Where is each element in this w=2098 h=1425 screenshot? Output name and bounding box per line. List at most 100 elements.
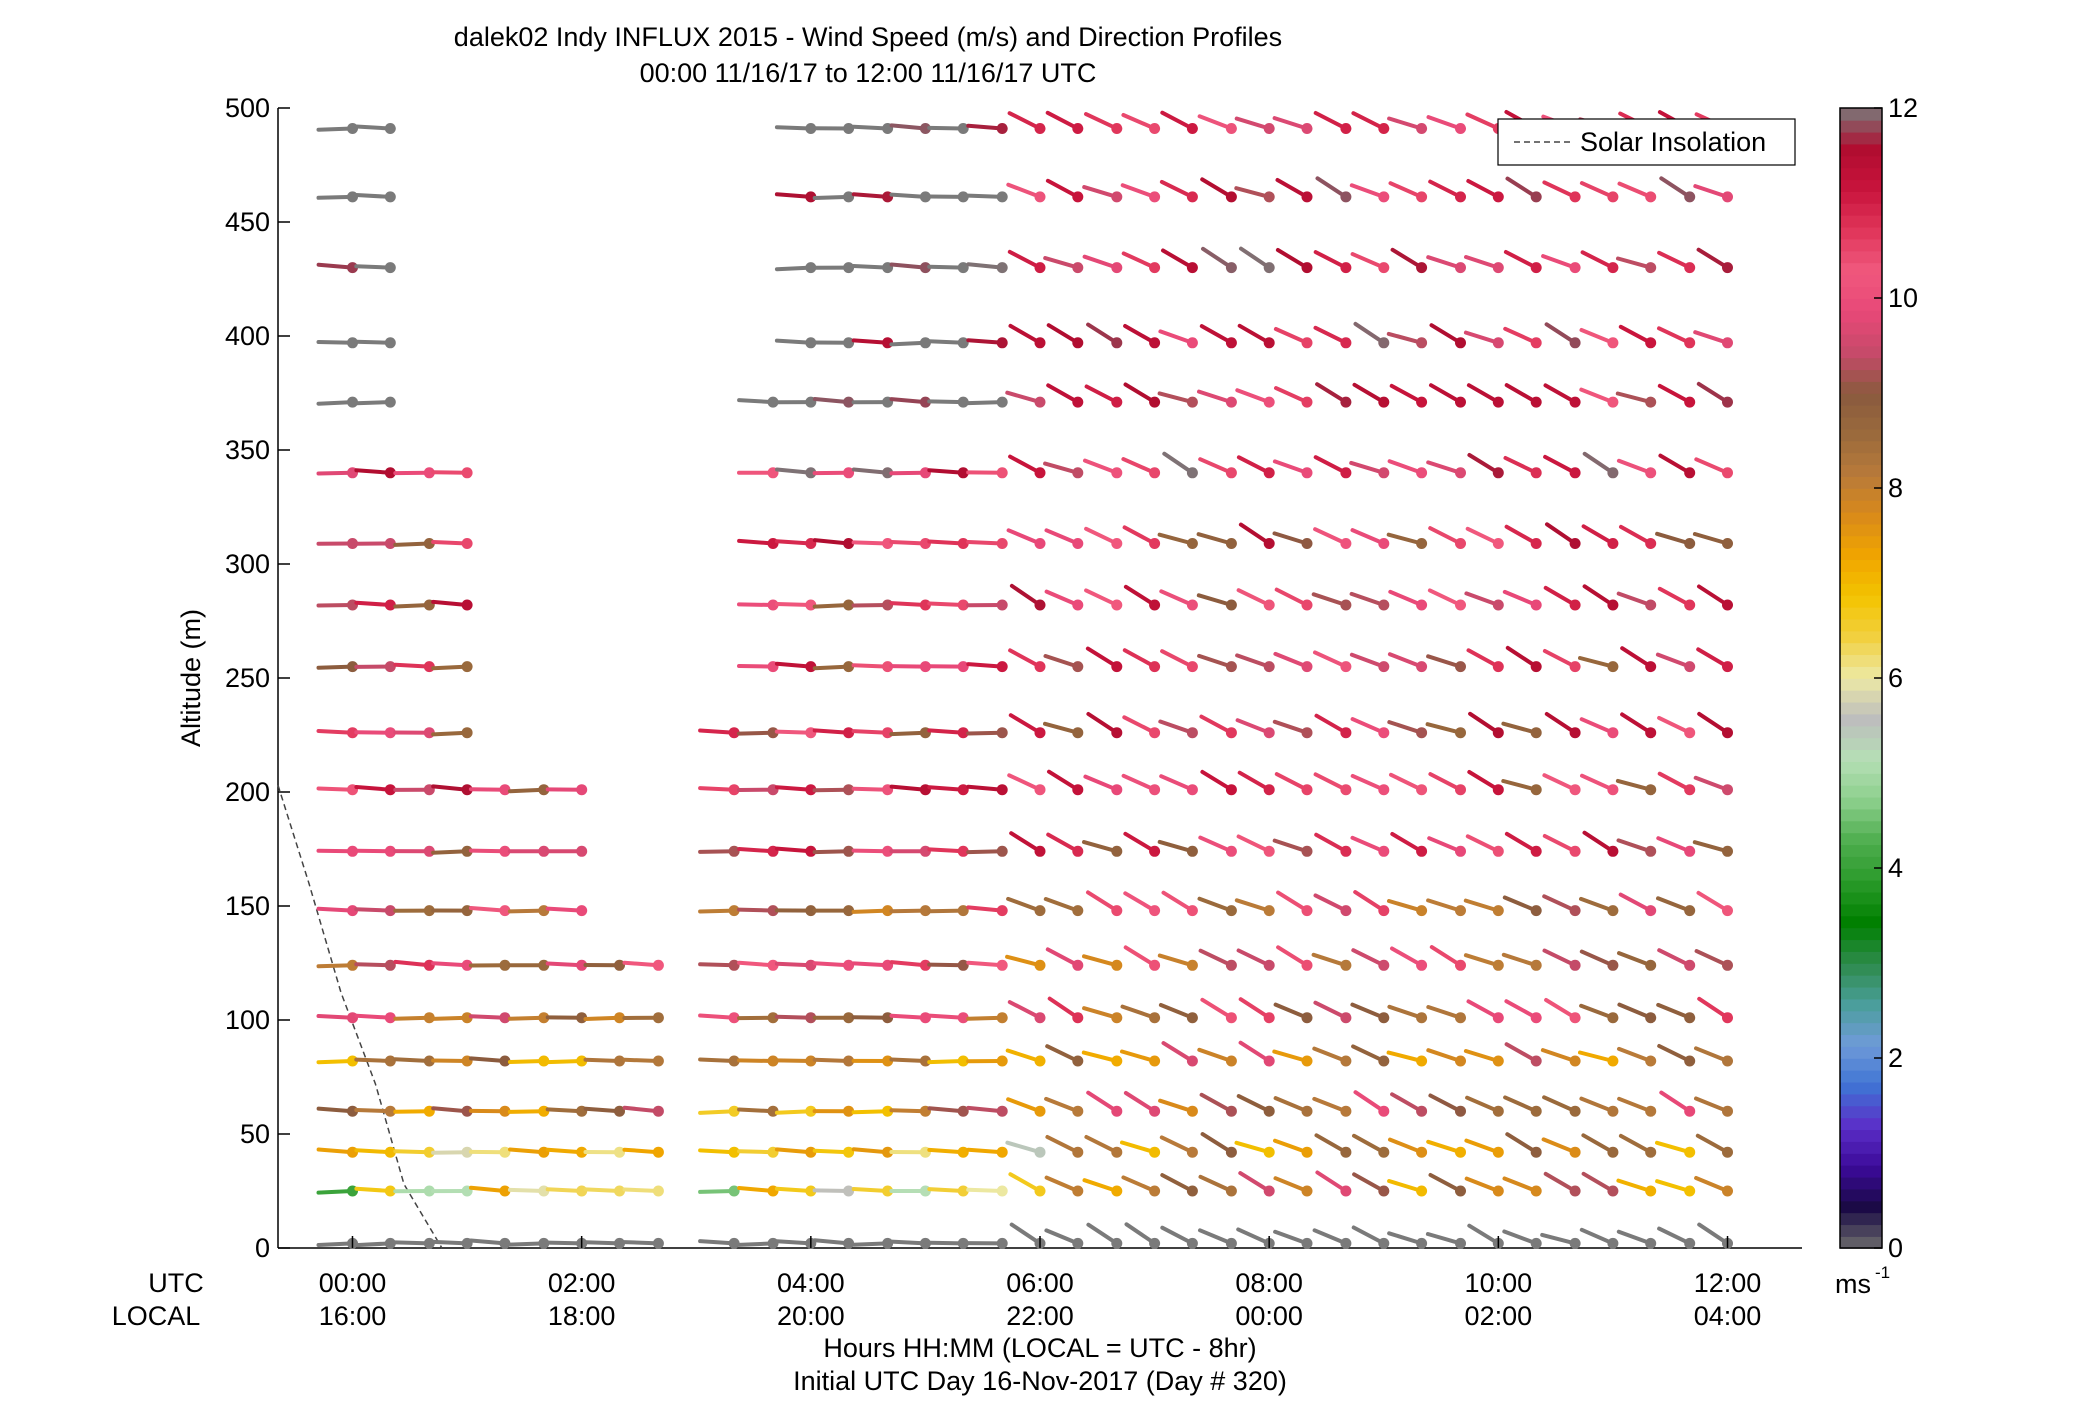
wind-barb-head [1684, 1105, 1696, 1117]
wind-barb [1239, 246, 1275, 274]
colorbar-segment [1840, 1224, 1882, 1237]
wind-barb-shaft [316, 470, 355, 476]
wind-barb [1315, 1170, 1352, 1197]
wind-barb-shaft [1008, 323, 1042, 345]
wind-barb-head [1378, 191, 1390, 203]
wind-barb [354, 1146, 396, 1158]
wind-barb [851, 959, 894, 971]
wind-barb-shaft [1159, 1135, 1195, 1155]
wind-barb-head [805, 467, 817, 479]
wind-barb [698, 1055, 740, 1067]
wind-barb [1272, 838, 1313, 857]
wind-barb-head [1034, 191, 1046, 203]
wind-barb [1427, 588, 1466, 611]
wind-barb-shaft [1655, 1140, 1692, 1155]
wind-barb [1197, 114, 1237, 134]
wind-barb-shaft [1352, 1172, 1386, 1193]
wind-barb-shaft [1008, 648, 1042, 669]
wind-barb-shaft [1272, 719, 1309, 735]
wind-barb-shaft [1350, 717, 1386, 735]
wind-barb-shaft [1313, 250, 1348, 270]
wind-barb [1045, 1135, 1084, 1158]
wind-barb-head [1149, 191, 1161, 203]
wind-barb [354, 467, 396, 479]
wind-barb-head [1301, 1237, 1313, 1249]
wind-barb [927, 661, 969, 673]
wind-barb-shaft [1427, 588, 1463, 607]
wind-barb-shaft [774, 265, 813, 272]
wind-barb-shaft [1086, 1222, 1119, 1246]
wind-barb [1275, 248, 1313, 274]
wind-barb-head [1607, 905, 1619, 917]
colorbar-segment [1840, 250, 1882, 264]
colorbar-segment [1840, 1176, 1882, 1190]
x-tick-label-utc: 08:00 [1235, 1268, 1303, 1298]
wind-barb-head [614, 1237, 625, 1249]
x-tick-label-local: 04:00 [1694, 1301, 1762, 1331]
wind-barb-head [1186, 905, 1198, 917]
wind-barb-head [996, 661, 1008, 673]
wind-barb-shaft [1463, 953, 1501, 968]
wind-barb [1579, 949, 1619, 971]
wind-barb-head [1416, 661, 1428, 673]
wind-barb [737, 467, 779, 479]
wind-barb [431, 1055, 473, 1067]
wind-barb [1045, 947, 1084, 971]
wind-barb-shaft [812, 1148, 851, 1155]
wind-barb [774, 1012, 817, 1024]
wind-barb [1349, 591, 1390, 611]
wind-barb-shaft [507, 908, 546, 914]
wind-barb [1314, 713, 1352, 739]
wind-barb-head [1645, 905, 1657, 917]
wind-barb-shaft [1353, 321, 1386, 345]
wind-barb [1502, 1176, 1542, 1197]
wind-barb [889, 123, 931, 134]
wind-barb-shaft [1123, 1091, 1157, 1114]
wind-barb [851, 727, 894, 739]
wind-barb-shaft [1502, 589, 1539, 607]
wind-barb-shaft [1542, 1095, 1578, 1114]
wind-barb-shaft [1617, 951, 1653, 968]
colorbar-segment [1840, 1034, 1882, 1047]
wind-barb-shaft [1006, 896, 1042, 913]
wind-barb-head [882, 905, 894, 917]
wind-barb-shaft [737, 602, 775, 607]
wind-barb-head [996, 845, 1008, 857]
wind-barb-shaft [1273, 1002, 1309, 1020]
wind-barb-shaft [507, 1187, 546, 1193]
wind-barb-shaft [354, 400, 393, 406]
wind-barb-head [843, 1012, 855, 1024]
wind-barb [545, 905, 588, 917]
wind-barb-shaft [316, 1059, 355, 1065]
wind-barb-head [767, 599, 779, 611]
wind-barb [1046, 832, 1084, 857]
wind-barb-shaft [1196, 532, 1234, 546]
wind-barb-shaft [1234, 898, 1272, 913]
wind-barb-shaft [927, 908, 966, 914]
wind-barb-shaft [851, 192, 890, 199]
colorbar-segment [1840, 642, 1882, 656]
wind-barb-shaft [966, 193, 1005, 199]
colorbar-segment [1840, 488, 1882, 501]
wind-barb-shaft [393, 603, 432, 609]
wind-barb-head [1416, 123, 1428, 134]
wind-barb-shaft [1197, 389, 1234, 405]
wind-barb [507, 1237, 550, 1249]
wind-barb-head [499, 1146, 511, 1158]
wind-barb [583, 1012, 625, 1024]
wind-barb-head [1340, 905, 1352, 917]
wind-barb-shaft [1084, 588, 1119, 607]
wind-barb [1618, 1133, 1657, 1158]
wind-barb-shaft [851, 338, 890, 345]
wind-barbs-layer [316, 110, 1733, 1249]
wind-barb-head [1301, 1185, 1313, 1197]
wind-barb-head [1455, 959, 1466, 971]
wind-barb-shaft [507, 1059, 546, 1064]
wind-barb-shaft [1425, 722, 1463, 735]
wind-barb-head [1645, 727, 1657, 739]
wind-barb-shaft [1273, 327, 1309, 345]
wind-barb-shaft [889, 1108, 928, 1114]
wind-barb-shaft [1008, 454, 1042, 475]
wind-barb [1315, 382, 1352, 408]
wind-barb [507, 905, 550, 917]
